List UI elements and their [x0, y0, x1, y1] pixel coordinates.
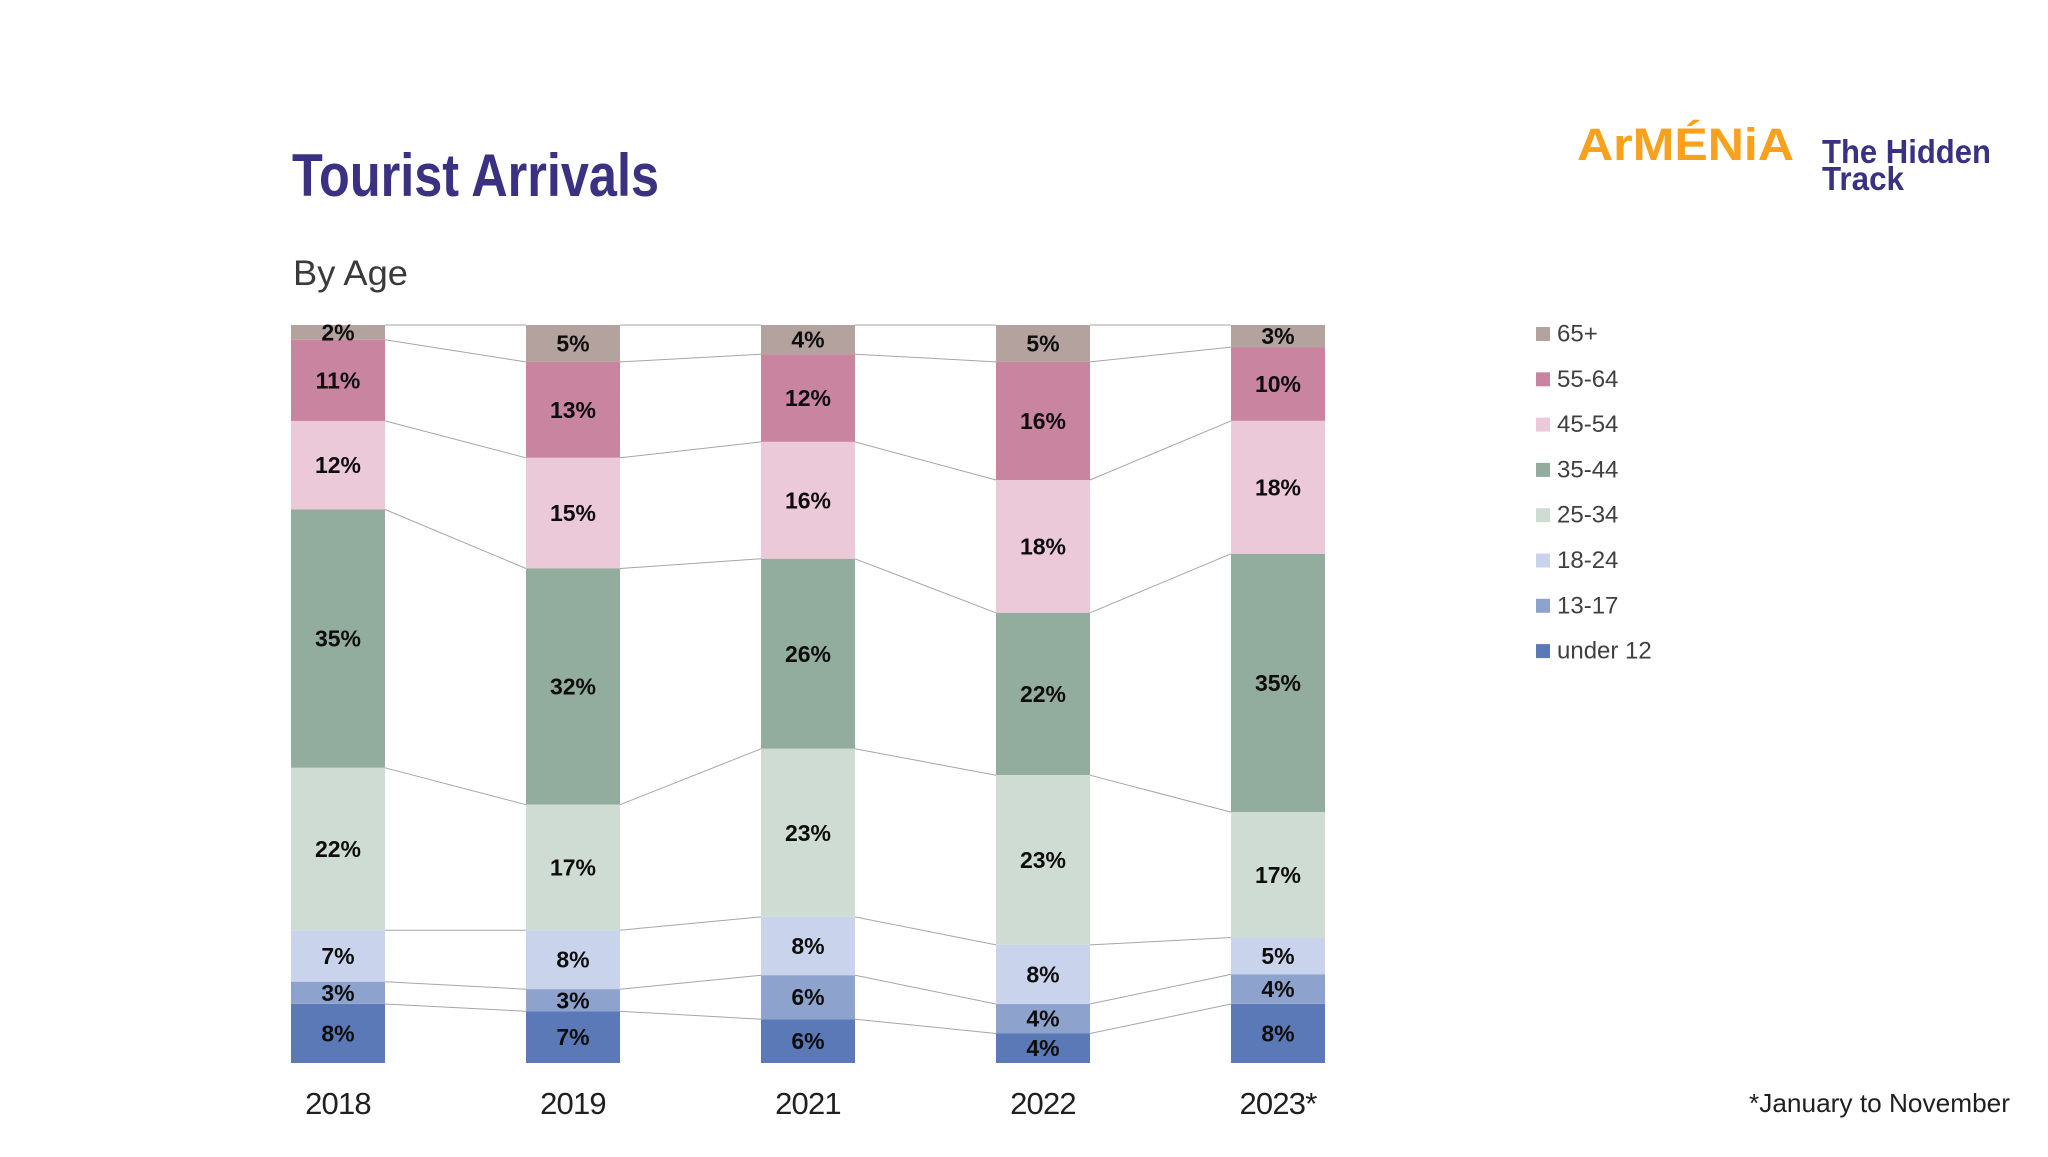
svg-text:6%: 6%	[791, 1028, 824, 1054]
svg-text:8%: 8%	[556, 947, 589, 973]
svg-text:17%: 17%	[1255, 862, 1301, 888]
svg-text:18%: 18%	[1255, 474, 1301, 500]
svg-text:3%: 3%	[321, 980, 354, 1006]
svg-text:2023*: 2023*	[1239, 1086, 1317, 1121]
svg-text:18-24: 18-24	[1557, 547, 1618, 574]
svg-text:8%: 8%	[321, 1021, 354, 1047]
svg-text:2%: 2%	[321, 319, 354, 345]
svg-text:35-44: 35-44	[1557, 456, 1618, 483]
svg-text:2022: 2022	[1010, 1086, 1076, 1121]
svg-text:2021: 2021	[775, 1086, 841, 1121]
svg-text:4%: 4%	[1026, 1035, 1059, 1061]
svg-text:8%: 8%	[791, 933, 824, 959]
svg-text:15%: 15%	[550, 500, 596, 526]
svg-text:Track: Track	[1822, 160, 1905, 197]
svg-text:11%: 11%	[316, 367, 361, 393]
svg-text:16%: 16%	[1020, 408, 1066, 434]
svg-text:45-54: 45-54	[1557, 411, 1618, 438]
svg-text:8%: 8%	[1261, 1021, 1294, 1047]
svg-text:17%: 17%	[550, 854, 596, 880]
svg-text:6%: 6%	[791, 984, 824, 1010]
svg-text:13-17: 13-17	[1557, 592, 1618, 619]
svg-text:4%: 4%	[1026, 1006, 1059, 1032]
svg-text:5%: 5%	[556, 330, 589, 356]
svg-text:5%: 5%	[1026, 330, 1059, 356]
svg-text:By Age: By Age	[293, 254, 408, 293]
svg-text:25-34: 25-34	[1557, 502, 1618, 529]
svg-text:16%: 16%	[785, 487, 831, 513]
svg-text:12%: 12%	[785, 385, 831, 411]
svg-text:55-64: 55-64	[1557, 366, 1618, 393]
svg-text:65+: 65+	[1557, 321, 1598, 348]
svg-text:Tourist Arrivals: Tourist Arrivals	[292, 142, 659, 209]
svg-text:7%: 7%	[321, 943, 354, 969]
svg-text:18%: 18%	[1020, 533, 1066, 559]
svg-text:35%: 35%	[315, 626, 361, 652]
svg-text:3%: 3%	[1261, 323, 1294, 349]
svg-text:5%: 5%	[1261, 943, 1294, 969]
svg-text:23%: 23%	[1020, 847, 1066, 873]
svg-text:13%: 13%	[550, 397, 596, 423]
svg-text:2018: 2018	[305, 1086, 371, 1121]
svg-text:3%: 3%	[556, 987, 589, 1013]
svg-text:4%: 4%	[1261, 976, 1294, 1002]
svg-text:10%: 10%	[1255, 371, 1301, 397]
svg-text:22%: 22%	[315, 836, 361, 862]
svg-text:8%: 8%	[1026, 961, 1059, 987]
svg-text:7%: 7%	[556, 1024, 589, 1050]
svg-text:26%: 26%	[785, 641, 831, 667]
svg-text:ArMÉNiA: ArMÉNiA	[1577, 119, 1794, 170]
svg-text:*January to November: *January to November	[1749, 1088, 2010, 1118]
svg-text:35%: 35%	[1255, 670, 1301, 696]
svg-text:The Hidden: The Hidden	[1822, 133, 1991, 170]
svg-text:under 12: under 12	[1557, 638, 1652, 665]
svg-text:2019: 2019	[540, 1086, 606, 1121]
svg-text:32%: 32%	[550, 674, 596, 700]
svg-text:4%: 4%	[791, 327, 824, 353]
svg-text:12%: 12%	[315, 452, 361, 478]
svg-text:23%: 23%	[785, 820, 831, 846]
svg-text:22%: 22%	[1020, 681, 1066, 707]
